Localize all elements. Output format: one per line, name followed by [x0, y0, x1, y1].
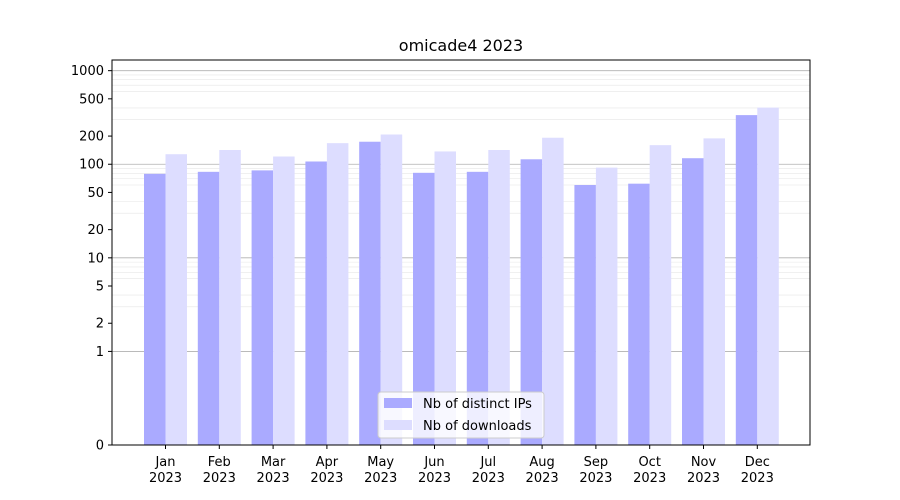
bar-downloads: [326, 143, 349, 445]
bar-distinct-ips: [197, 171, 220, 445]
bar-downloads: [219, 149, 241, 445]
bar-downloads: [595, 167, 618, 445]
bar-downloads: [273, 156, 295, 446]
bar-distinct-ips: [466, 171, 489, 445]
bar-downloads: [488, 149, 510, 445]
y-tick-label: 50: [87, 186, 104, 201]
x-tick-label: Feb 2023: [203, 455, 236, 486]
bar-downloads: [380, 134, 403, 445]
bar-downloads: [434, 151, 456, 446]
x-tick-label: Jun 2023: [418, 455, 451, 486]
bar-downloads: [165, 154, 187, 446]
x-tick-label: Aug 2023: [526, 455, 559, 486]
bar-distinct-ips: [413, 172, 435, 445]
bar-downloads: [649, 145, 672, 445]
bars: [144, 107, 779, 446]
bar-distinct-ips: [144, 173, 166, 446]
x-tick-label: Jan 2023: [149, 455, 182, 486]
x-tick-label: Jul 2023: [472, 455, 505, 486]
bar-distinct-ips: [359, 141, 381, 445]
legend-swatch-downloads: [384, 420, 412, 430]
bar-distinct-ips: [735, 115, 758, 446]
legend-label-ips: Nb of distinct IPs: [423, 397, 532, 412]
bar-downloads: [542, 137, 564, 445]
x-tick-label: Sep 2023: [579, 455, 612, 486]
bar-downloads: [757, 107, 779, 445]
x-tick-label: Apr 2023: [310, 455, 343, 486]
y-tick-label: 100: [79, 158, 104, 173]
y-tick-label: 0: [96, 439, 104, 454]
y-tick-label: 200: [79, 130, 104, 145]
y-tick-label: 10: [87, 251, 104, 266]
plot-frame: [111, 59, 811, 446]
x-tick-label: Nov 2023: [687, 455, 720, 486]
y-axis: 0 1 2 5 10 20 50 100 200 500 1000: [71, 64, 112, 454]
bar-distinct-ips: [251, 170, 274, 445]
legend-swatch-ips: [384, 398, 412, 408]
y-tick-label: 1000: [71, 64, 104, 79]
x-tick-label: Oct 2023: [633, 455, 666, 486]
y-tick-label: 2: [96, 317, 104, 332]
chart-title: omicade4 2023: [399, 36, 523, 55]
x-tick-label: May 2023: [364, 455, 397, 486]
y-tick-label: 5: [96, 280, 104, 295]
x-tick-label: Dec 2023: [741, 455, 774, 486]
legend-box: [377, 391, 545, 439]
bar-distinct-ips: [305, 161, 327, 445]
bar-distinct-ips: [682, 158, 704, 446]
y-tick-label: 500: [79, 92, 104, 107]
bar-downloads: [703, 138, 725, 446]
legend: Nb of distinct IPs Nb of downloads: [377, 391, 545, 439]
bar-distinct-ips: [574, 185, 596, 445]
y-tick-label: 1: [96, 345, 104, 360]
bar-distinct-ips: [520, 159, 543, 446]
x-axis: Jan 2023 Feb 2023 Mar 2023 Apr 2023 May 2023 Jun 20…: [149, 445, 774, 486]
x-tick-label: Mar 2023: [257, 455, 290, 486]
y-tick-label: 20: [87, 223, 104, 238]
bar-distinct-ips: [628, 183, 650, 445]
legend-label-downloads: Nb of downloads: [423, 419, 532, 434]
